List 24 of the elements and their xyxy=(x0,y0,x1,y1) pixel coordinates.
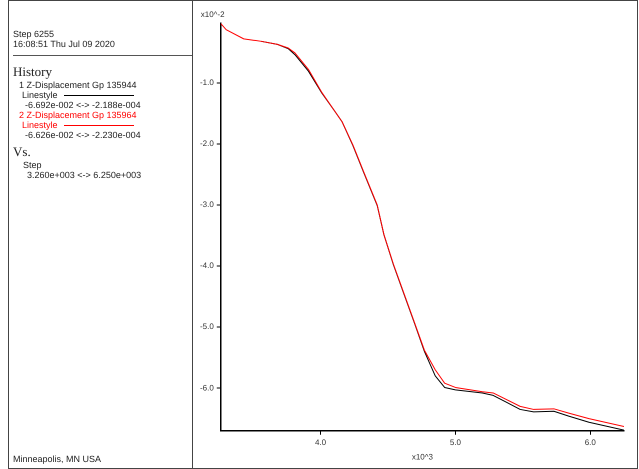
text: Linestyle xyxy=(21,120,59,130)
y-axis-title: x10^-2 xyxy=(200,10,226,20)
text: Minneapolis, MN USA xyxy=(13,454,102,464)
text: -6.626e-002 <-> -2.230e-004 xyxy=(24,130,142,140)
text: 1 Z-Displacement Gp 135944 xyxy=(19,80,138,90)
y-tick-label: -4.0 xyxy=(200,261,214,270)
text: Step xyxy=(22,160,43,170)
text: Linestyle xyxy=(21,90,59,100)
y-tick-label: -6.0 xyxy=(200,383,214,392)
x-tick-label: 5.0 xyxy=(450,438,462,447)
x-tick-label: 6.0 xyxy=(584,438,596,447)
x-tick-label: 4.0 xyxy=(315,438,327,447)
y-tick-label: -3.0 xyxy=(200,200,214,210)
y-tick-label: -1.0 xyxy=(200,78,214,88)
y-tick-label: -2.0 xyxy=(200,139,214,148)
text: 2 Z-Displacement Gp 135964 xyxy=(19,110,138,120)
text: 16:08:51 Thu Jul 09 2020 xyxy=(13,39,116,49)
y-tick-label: -5.0 xyxy=(200,322,214,332)
text: -6.692e-002 <-> -2.188e-004 xyxy=(24,100,142,110)
x-axis-title: x10^3 xyxy=(412,452,434,462)
text: Step 6255 xyxy=(13,29,56,39)
text: History xyxy=(13,64,53,80)
text: Vs. xyxy=(13,144,32,160)
text: 3.260e+003 <-> 6.250e+003 xyxy=(26,170,142,180)
